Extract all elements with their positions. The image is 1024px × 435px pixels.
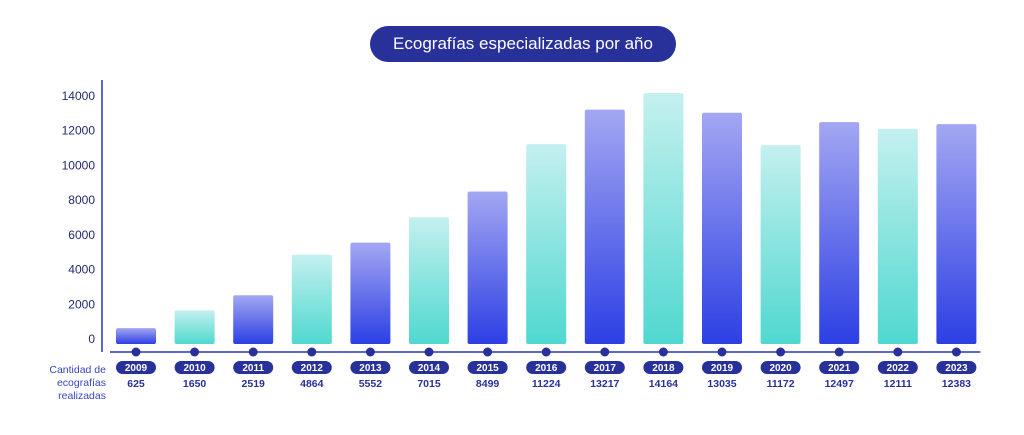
x-tick-label: 2017: [594, 363, 617, 374]
data-label: 14164: [649, 378, 678, 390]
bar-2021: [819, 122, 860, 344]
data-label: 11172: [767, 378, 795, 390]
year-pill: [233, 361, 274, 374]
x-tick-label: 2023: [945, 363, 968, 374]
x-tick-label: 2021: [828, 363, 851, 374]
year-pill: [702, 361, 742, 374]
bar-2013: [350, 242, 391, 344]
y-tick-label: 10000: [62, 158, 96, 172]
axis-dot: [424, 347, 434, 357]
year-pill: [526, 361, 567, 374]
data-label: 4864: [300, 378, 324, 390]
data-label: 11224: [532, 378, 561, 390]
year-pill: [760, 361, 801, 374]
y-tick-label: 12000: [62, 124, 96, 138]
bar-2010: [174, 310, 215, 344]
x-tick-label: 2014: [418, 363, 441, 374]
x-tick-label: 2019: [711, 363, 734, 374]
year-pill: [467, 361, 508, 374]
bars: [116, 93, 977, 345]
y-tick-label: 2000: [68, 297, 95, 311]
y-tick-label: 14000: [62, 89, 96, 103]
bar-2009: [116, 328, 156, 344]
data-label: 2519: [242, 378, 266, 390]
axis-dot: [190, 347, 200, 357]
axis-dot: [131, 347, 141, 357]
bar-2015: [467, 191, 508, 344]
data-label: 625: [127, 378, 145, 390]
axis-dot: [893, 347, 903, 357]
axis-dot: [658, 347, 668, 357]
row-label: Cantidad de ecografías realizadas: [49, 364, 106, 402]
year-pill: [409, 361, 449, 374]
x-axis: 2009 625 2010 1650 2011 2519 2012 4864 2013 5552 2…: [110, 347, 981, 390]
data-label: 12111: [884, 378, 912, 390]
data-label: 13035: [707, 378, 736, 390]
x-tick-label: 2020: [769, 363, 792, 374]
x-tick-label: 2013: [359, 363, 382, 374]
axis-dot: [834, 347, 844, 357]
year-pill: [350, 361, 391, 374]
chart-title: Ecografías especializadas por año: [370, 26, 676, 62]
bar-2014: [409, 217, 449, 344]
year-pill: [877, 361, 918, 374]
year-pill: [116, 361, 156, 374]
bar-2017: [584, 109, 625, 345]
y-tick-label: 8000: [68, 193, 95, 207]
year-pill: [584, 361, 625, 374]
data-label: 12497: [825, 378, 854, 390]
bar-2016: [526, 144, 567, 344]
axis-dot: [365, 347, 375, 357]
x-tick-label: 2012: [301, 363, 324, 374]
axis-dot: [483, 347, 493, 357]
year-pill: [819, 361, 860, 374]
year-pill: [936, 361, 977, 374]
axis-dot: [541, 347, 551, 357]
bar-2012: [291, 254, 332, 344]
bar-2018: [643, 93, 684, 344]
data-label: 12383: [942, 378, 971, 390]
x-tick-label: 2011: [242, 363, 264, 374]
y-axis: 0 2000 4000 6000 8000 10000 12000 14000: [62, 80, 103, 352]
data-label: 8499: [476, 378, 500, 390]
x-tick-label: 2015: [476, 363, 499, 374]
y-tick-label: 4000: [68, 263, 95, 277]
bar-2023: [936, 124, 977, 344]
x-tick-label: 2010: [183, 363, 206, 374]
axis-dot: [248, 347, 258, 357]
x-tick-label: 2009: [125, 363, 148, 374]
bar-2011: [233, 295, 274, 344]
year-pill: [174, 361, 215, 374]
x-tick-label: 2018: [652, 363, 675, 374]
axis-dot: [600, 347, 610, 357]
data-label: 1650: [183, 378, 207, 390]
axis-dot: [951, 347, 961, 357]
year-pill: [291, 361, 332, 374]
bar-2019: [702, 112, 742, 345]
axis-dot: [776, 347, 786, 357]
bar-2020: [760, 145, 801, 344]
data-label: 13217: [590, 378, 619, 390]
data-label: 7015: [417, 378, 441, 390]
x-tick-label: 2022: [887, 363, 910, 374]
axis-dot: [307, 347, 317, 357]
axis-dot: [717, 347, 727, 357]
y-tick-label: 6000: [68, 228, 95, 242]
bar-2022: [877, 128, 918, 344]
y-tick-label: 0: [88, 332, 95, 346]
data-label: 5552: [359, 378, 383, 390]
year-pill: [643, 361, 684, 374]
x-tick-label: 2016: [535, 363, 558, 374]
